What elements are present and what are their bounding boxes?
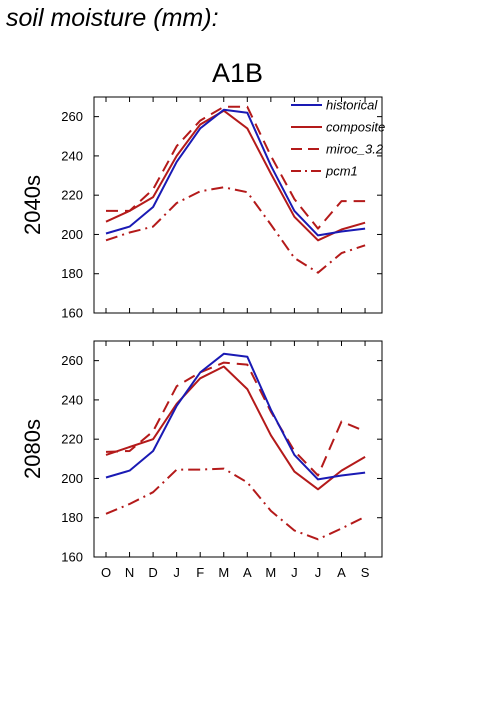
y-tick-label: 160 — [61, 550, 83, 565]
series-line-pcm1 — [105, 186, 366, 274]
x-tick-label: J — [291, 565, 298, 580]
y-tick-label: 260 — [61, 353, 83, 368]
legend-label-composite: composite — [326, 120, 385, 135]
y-tick-label: 260 — [61, 109, 83, 124]
x-tick-label: J — [315, 565, 322, 580]
legend-label-historical: historical — [326, 98, 378, 113]
y-tick-label: 200 — [61, 227, 83, 242]
scenario-title: A1B — [211, 58, 264, 88]
panel-label-2080s: 2080s — [20, 419, 45, 479]
x-tick-label: O — [101, 565, 111, 580]
chart-heading: soil moisture (mm): — [6, 4, 219, 32]
y-tick-label: 220 — [61, 432, 83, 447]
x-tick-label: A — [337, 565, 346, 580]
x-tick-label: N — [125, 565, 134, 580]
series-line-composite — [105, 365, 366, 491]
series-line-miroc-3-2 — [106, 105, 366, 230]
y-tick-label: 240 — [61, 148, 83, 163]
plot-frame-2040s — [93, 96, 383, 314]
panel-label-2040s: 2040s — [20, 175, 45, 235]
y-tick-label: 200 — [61, 471, 83, 486]
legend-label-miroc-3-2: miroc_3.2 — [326, 142, 384, 157]
x-tick-label: A — [243, 565, 252, 580]
series-line-pcm1 — [105, 467, 366, 541]
series-line-miroc-3-2 — [105, 361, 366, 477]
x-tick-label: M — [218, 565, 229, 580]
x-tick-label: J — [173, 565, 180, 580]
y-tick-label: 240 — [61, 392, 83, 407]
y-tick-label: 220 — [61, 188, 83, 203]
series-line-historical — [105, 352, 366, 481]
series-line-composite — [105, 109, 366, 242]
y-tick-label: 160 — [61, 306, 83, 321]
x-tick-label: M — [265, 565, 276, 580]
y-tick-label: 180 — [61, 266, 83, 281]
x-tick-label: S — [361, 565, 370, 580]
x-tick-label: D — [148, 565, 157, 580]
y-tick-label: 180 — [61, 510, 83, 525]
series-line-historical — [105, 108, 366, 237]
x-tick-label: F — [196, 565, 204, 580]
legend-label-pcm1: pcm1 — [325, 164, 358, 179]
plot-frame-2080s — [93, 340, 383, 558]
